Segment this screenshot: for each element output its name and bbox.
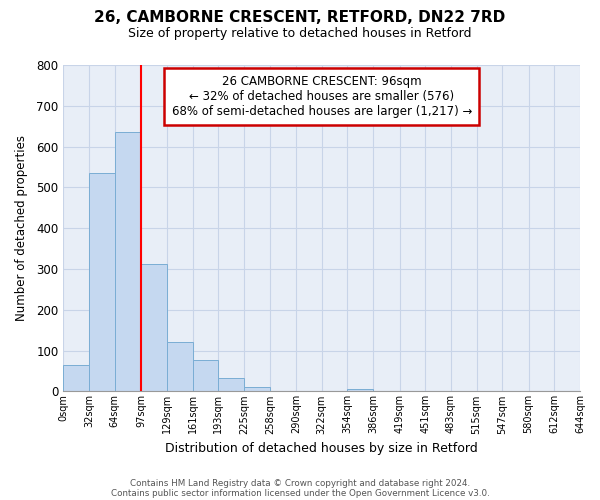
Text: Contains HM Land Registry data © Crown copyright and database right 2024.: Contains HM Land Registry data © Crown c… [130, 478, 470, 488]
Bar [218, 378, 244, 392]
Bar [193, 360, 218, 392]
Bar [167, 342, 193, 392]
Bar [115, 132, 141, 392]
Bar [89, 173, 115, 392]
Y-axis label: Number of detached properties: Number of detached properties [15, 135, 28, 321]
X-axis label: Distribution of detached houses by size in Retford: Distribution of detached houses by size … [166, 442, 478, 455]
Text: Contains public sector information licensed under the Open Government Licence v3: Contains public sector information licen… [110, 488, 490, 498]
Text: 26 CAMBORNE CRESCENT: 96sqm
← 32% of detached houses are smaller (576)
68% of se: 26 CAMBORNE CRESCENT: 96sqm ← 32% of det… [172, 75, 472, 118]
Bar [347, 390, 373, 392]
Text: 26, CAMBORNE CRESCENT, RETFORD, DN22 7RD: 26, CAMBORNE CRESCENT, RETFORD, DN22 7RD [94, 10, 506, 25]
Text: Size of property relative to detached houses in Retford: Size of property relative to detached ho… [128, 28, 472, 40]
Bar [64, 365, 89, 392]
Bar [244, 387, 271, 392]
Bar [141, 264, 167, 392]
